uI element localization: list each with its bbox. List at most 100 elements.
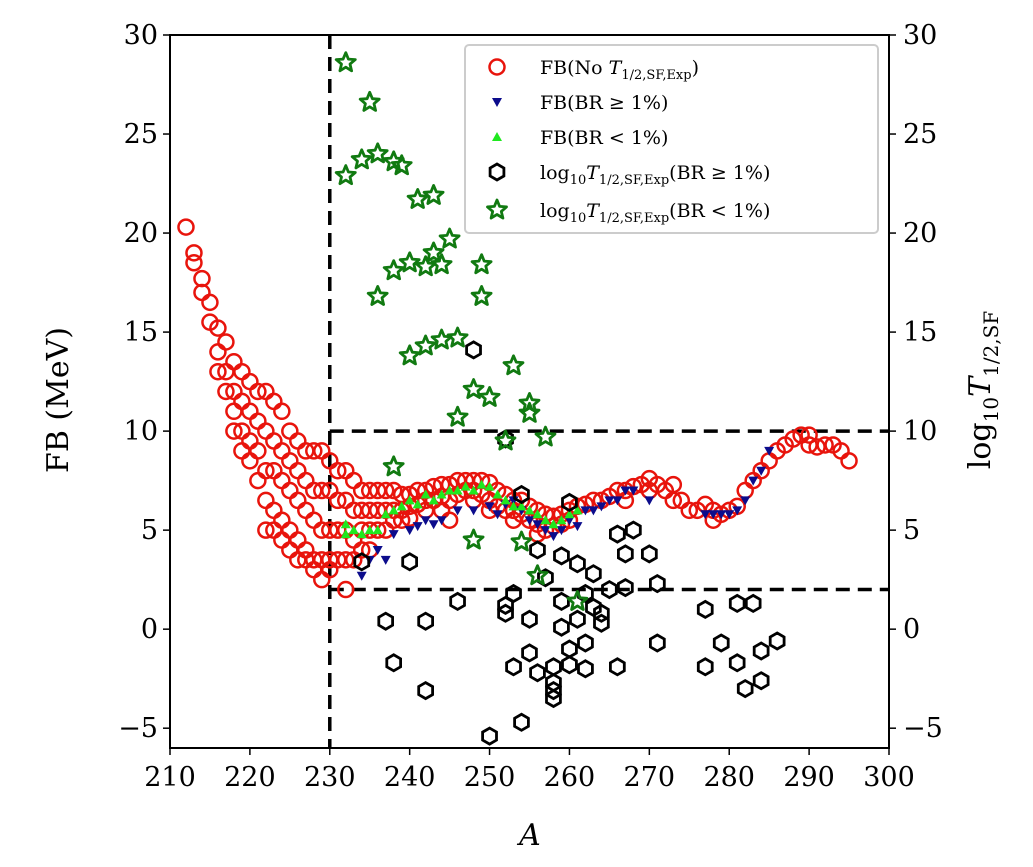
data-point — [400, 509, 419, 528]
data-point — [289, 491, 307, 510]
data-point — [617, 577, 634, 598]
data-point — [281, 521, 299, 539]
data-point — [664, 491, 683, 510]
legend-label: log10T1/2,SF,Exp(BR < 1%) — [540, 200, 770, 226]
data-point — [241, 452, 259, 470]
plot-frame — [169, 34, 890, 749]
data-point — [518, 391, 541, 413]
data-point — [334, 51, 357, 73]
legend-label: FB(BR ≥ 1%) — [540, 92, 668, 114]
data-point — [356, 529, 367, 539]
data-point — [641, 544, 658, 564]
data-point — [604, 496, 615, 506]
data-point — [390, 154, 413, 176]
data-point — [289, 531, 307, 549]
data-point — [249, 412, 267, 430]
data-point — [553, 617, 570, 637]
data-point — [225, 422, 243, 440]
y-right-tick-label: 15 — [903, 317, 937, 348]
data-point — [401, 552, 419, 572]
x-tick-label: 280 — [703, 762, 755, 793]
data-point — [438, 227, 461, 249]
data-point — [412, 499, 423, 509]
data-point — [572, 522, 583, 532]
data-point — [468, 485, 479, 495]
data-point — [529, 540, 546, 560]
data-point — [521, 643, 538, 663]
y-axis-label: FB (MeV) — [41, 327, 76, 473]
data-point — [241, 372, 259, 391]
data-point — [289, 461, 307, 480]
data-point — [580, 506, 591, 516]
data-point — [233, 392, 251, 411]
x-tick-label: 250 — [464, 762, 516, 793]
data-point — [344, 471, 363, 490]
series-open-star — [334, 51, 589, 611]
data-point — [708, 510, 719, 520]
data-point — [764, 446, 775, 456]
data-point — [305, 511, 323, 529]
data-point — [249, 382, 267, 401]
data-point — [768, 631, 786, 651]
data-point — [366, 284, 389, 306]
data-point — [297, 501, 315, 520]
data-point — [201, 293, 219, 312]
data-point — [494, 429, 517, 451]
data-point — [377, 611, 395, 631]
data-point — [513, 712, 530, 732]
x-tick-label: 260 — [544, 762, 596, 793]
data-point — [452, 485, 463, 495]
data-point — [566, 590, 589, 611]
data-point — [352, 541, 371, 559]
data-point — [257, 461, 275, 480]
data-point — [553, 546, 570, 566]
data-point — [417, 611, 435, 631]
data-point — [366, 142, 389, 164]
data-point — [537, 568, 554, 588]
data-point — [478, 385, 501, 407]
data-point — [209, 343, 227, 361]
series-open-circle — [177, 218, 858, 599]
data-point — [577, 583, 594, 604]
data-point — [281, 422, 299, 440]
data-point — [313, 570, 331, 589]
data-point — [696, 657, 714, 677]
y-right-tick-label: 0 — [903, 614, 920, 645]
data-point — [696, 599, 714, 620]
data-point — [680, 501, 699, 520]
data-point — [358, 90, 381, 112]
data-point — [380, 509, 391, 519]
data-point — [596, 502, 607, 512]
data-point — [289, 432, 307, 450]
data-point — [233, 362, 251, 381]
data-point — [348, 525, 359, 535]
data-point — [577, 633, 594, 653]
data-point — [452, 506, 463, 516]
legend-marker-triangle-up — [492, 132, 502, 141]
data-point — [644, 496, 655, 506]
data-point — [340, 529, 351, 539]
data-point — [502, 354, 525, 376]
data-point — [748, 476, 759, 486]
data-point — [273, 402, 291, 421]
data-point — [492, 510, 503, 520]
data-point — [732, 506, 743, 516]
data-point — [414, 334, 437, 356]
data-point — [513, 484, 530, 505]
data-point — [728, 653, 746, 673]
data-point — [465, 340, 482, 360]
data-point — [372, 545, 383, 555]
data-point — [329, 491, 347, 510]
data-point — [521, 609, 538, 629]
data-point — [257, 422, 275, 440]
data-point — [505, 657, 522, 677]
y-right-tick-label: 30 — [903, 20, 937, 51]
data-point — [484, 481, 495, 491]
data-point — [225, 402, 243, 421]
data-point — [337, 551, 355, 569]
x-tick-label: 210 — [144, 762, 196, 793]
data-point — [752, 671, 770, 691]
data-point — [609, 657, 626, 677]
data-point — [422, 183, 445, 205]
x-axis-label: A — [516, 818, 541, 853]
